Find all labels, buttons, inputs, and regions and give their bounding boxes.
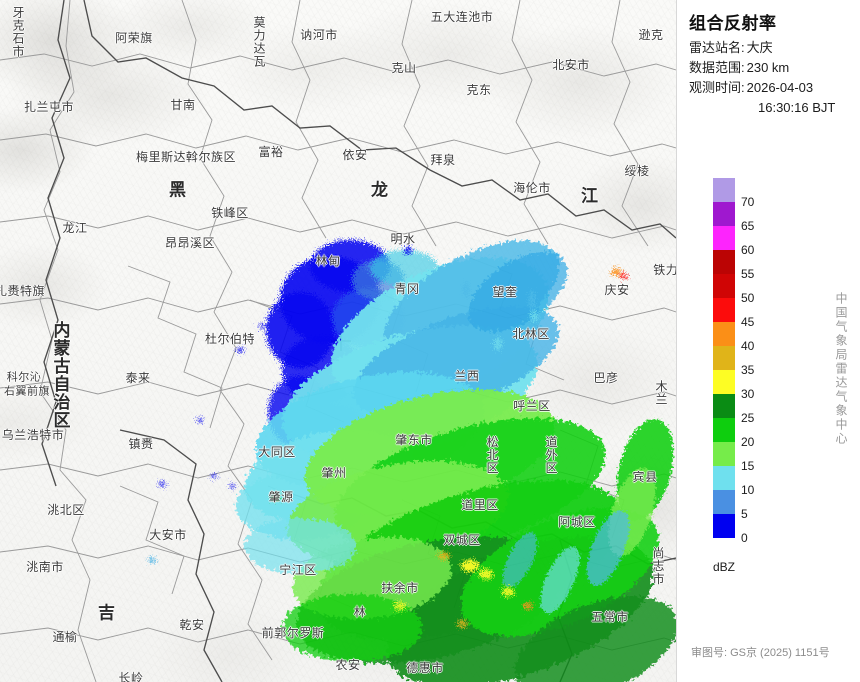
colorbar-tick-15: 15 [741, 459, 755, 473]
metadata-key: 雷达站名: [689, 40, 745, 55]
colorbar-band-40 [713, 322, 735, 346]
radar-echo-layer [148, 240, 676, 682]
colorbar-tick-30: 30 [741, 387, 755, 401]
metadata-value: 2026-04-03 [746, 80, 814, 95]
colorbar-band-50 [713, 274, 735, 298]
colorbar-tick-5: 5 [741, 507, 748, 521]
colorbar-tick-65: 65 [741, 219, 755, 233]
organization-watermark: 中国气象局雷达气象中心 [834, 292, 848, 446]
colorbar-tick-60: 60 [741, 243, 755, 257]
metadata-row: 数据范围: 230 km [689, 58, 860, 78]
colorbar: 70 65 60 55 50 45 40 35 30 25 20 15 10 5 0 [713, 178, 754, 545]
colorbar-band-5 [713, 490, 735, 514]
colorbar-tick-25: 25 [741, 411, 755, 425]
colorbar-band-25 [713, 394, 735, 418]
colorbar-tick-45: 45 [741, 315, 755, 329]
metadata-value: 230 km [746, 60, 790, 75]
colorbar-band-60 [713, 226, 735, 250]
colorbar-band-15 [713, 442, 735, 466]
colorbar-band-70 [713, 178, 735, 202]
metadata-key: 数据范围: [689, 60, 745, 75]
echo-scattered-specks [148, 246, 538, 563]
metadata-value-continued: 16:30:16 BJT [758, 100, 836, 115]
colorbar-band-10 [713, 466, 735, 490]
info-panel: 组合反射率 雷达站名: 大庆 数据范围: 230 km 观测时间: 2026-04-03 1… [676, 0, 860, 682]
metadata-list: 雷达站名: 大庆 数据范围: 230 km 观测时间: 2026-04-03 16:30:1… [689, 38, 860, 118]
page-title: 组合反射率 [689, 14, 777, 33]
colorbar-tick-10: 10 [741, 483, 755, 497]
colorbar-band-20 [713, 418, 735, 442]
colorbar-band-35 [713, 346, 735, 370]
map-approval-number: 审图号: GS京 (2025) 1151号 [691, 647, 830, 659]
colorbar-band-0 [713, 514, 735, 538]
colorbar-unit-label: dBZ [713, 560, 736, 574]
map-panel[interactable]: 牙克石市 阿荣旗 莫力达瓦 讷河市 五大连池市 逊克 扎兰屯市 甘南 克山 北安市 克东 梅里斯达斡尔… [0, 0, 676, 682]
metadata-row: 观测时间: 2026-04-03 [689, 78, 860, 98]
colorbar-tick-50: 50 [741, 291, 755, 305]
colorbar-tick-70: 70 [741, 195, 755, 209]
colorbar-tick-0: 0 [741, 531, 748, 545]
colorbar-tick-35: 35 [741, 363, 755, 377]
metadata-key: 观测时间: [689, 80, 745, 95]
colorbar-tick-55: 55 [741, 267, 755, 281]
metadata-value: 大庆 [746, 40, 773, 55]
colorbar-band-45 [713, 298, 735, 322]
echo-east-band [502, 419, 674, 614]
metadata-row: 雷达站名: 大庆 [689, 38, 860, 58]
colorbar-tick-20: 20 [741, 435, 755, 449]
colorbar-bands [713, 178, 735, 538]
colorbar-band-65 [713, 202, 735, 226]
echo-intense-cells [394, 268, 628, 628]
colorbar-band-30 [713, 370, 735, 394]
colorbar-band-55 [713, 250, 735, 274]
colorbar-tick-40: 40 [741, 339, 755, 353]
